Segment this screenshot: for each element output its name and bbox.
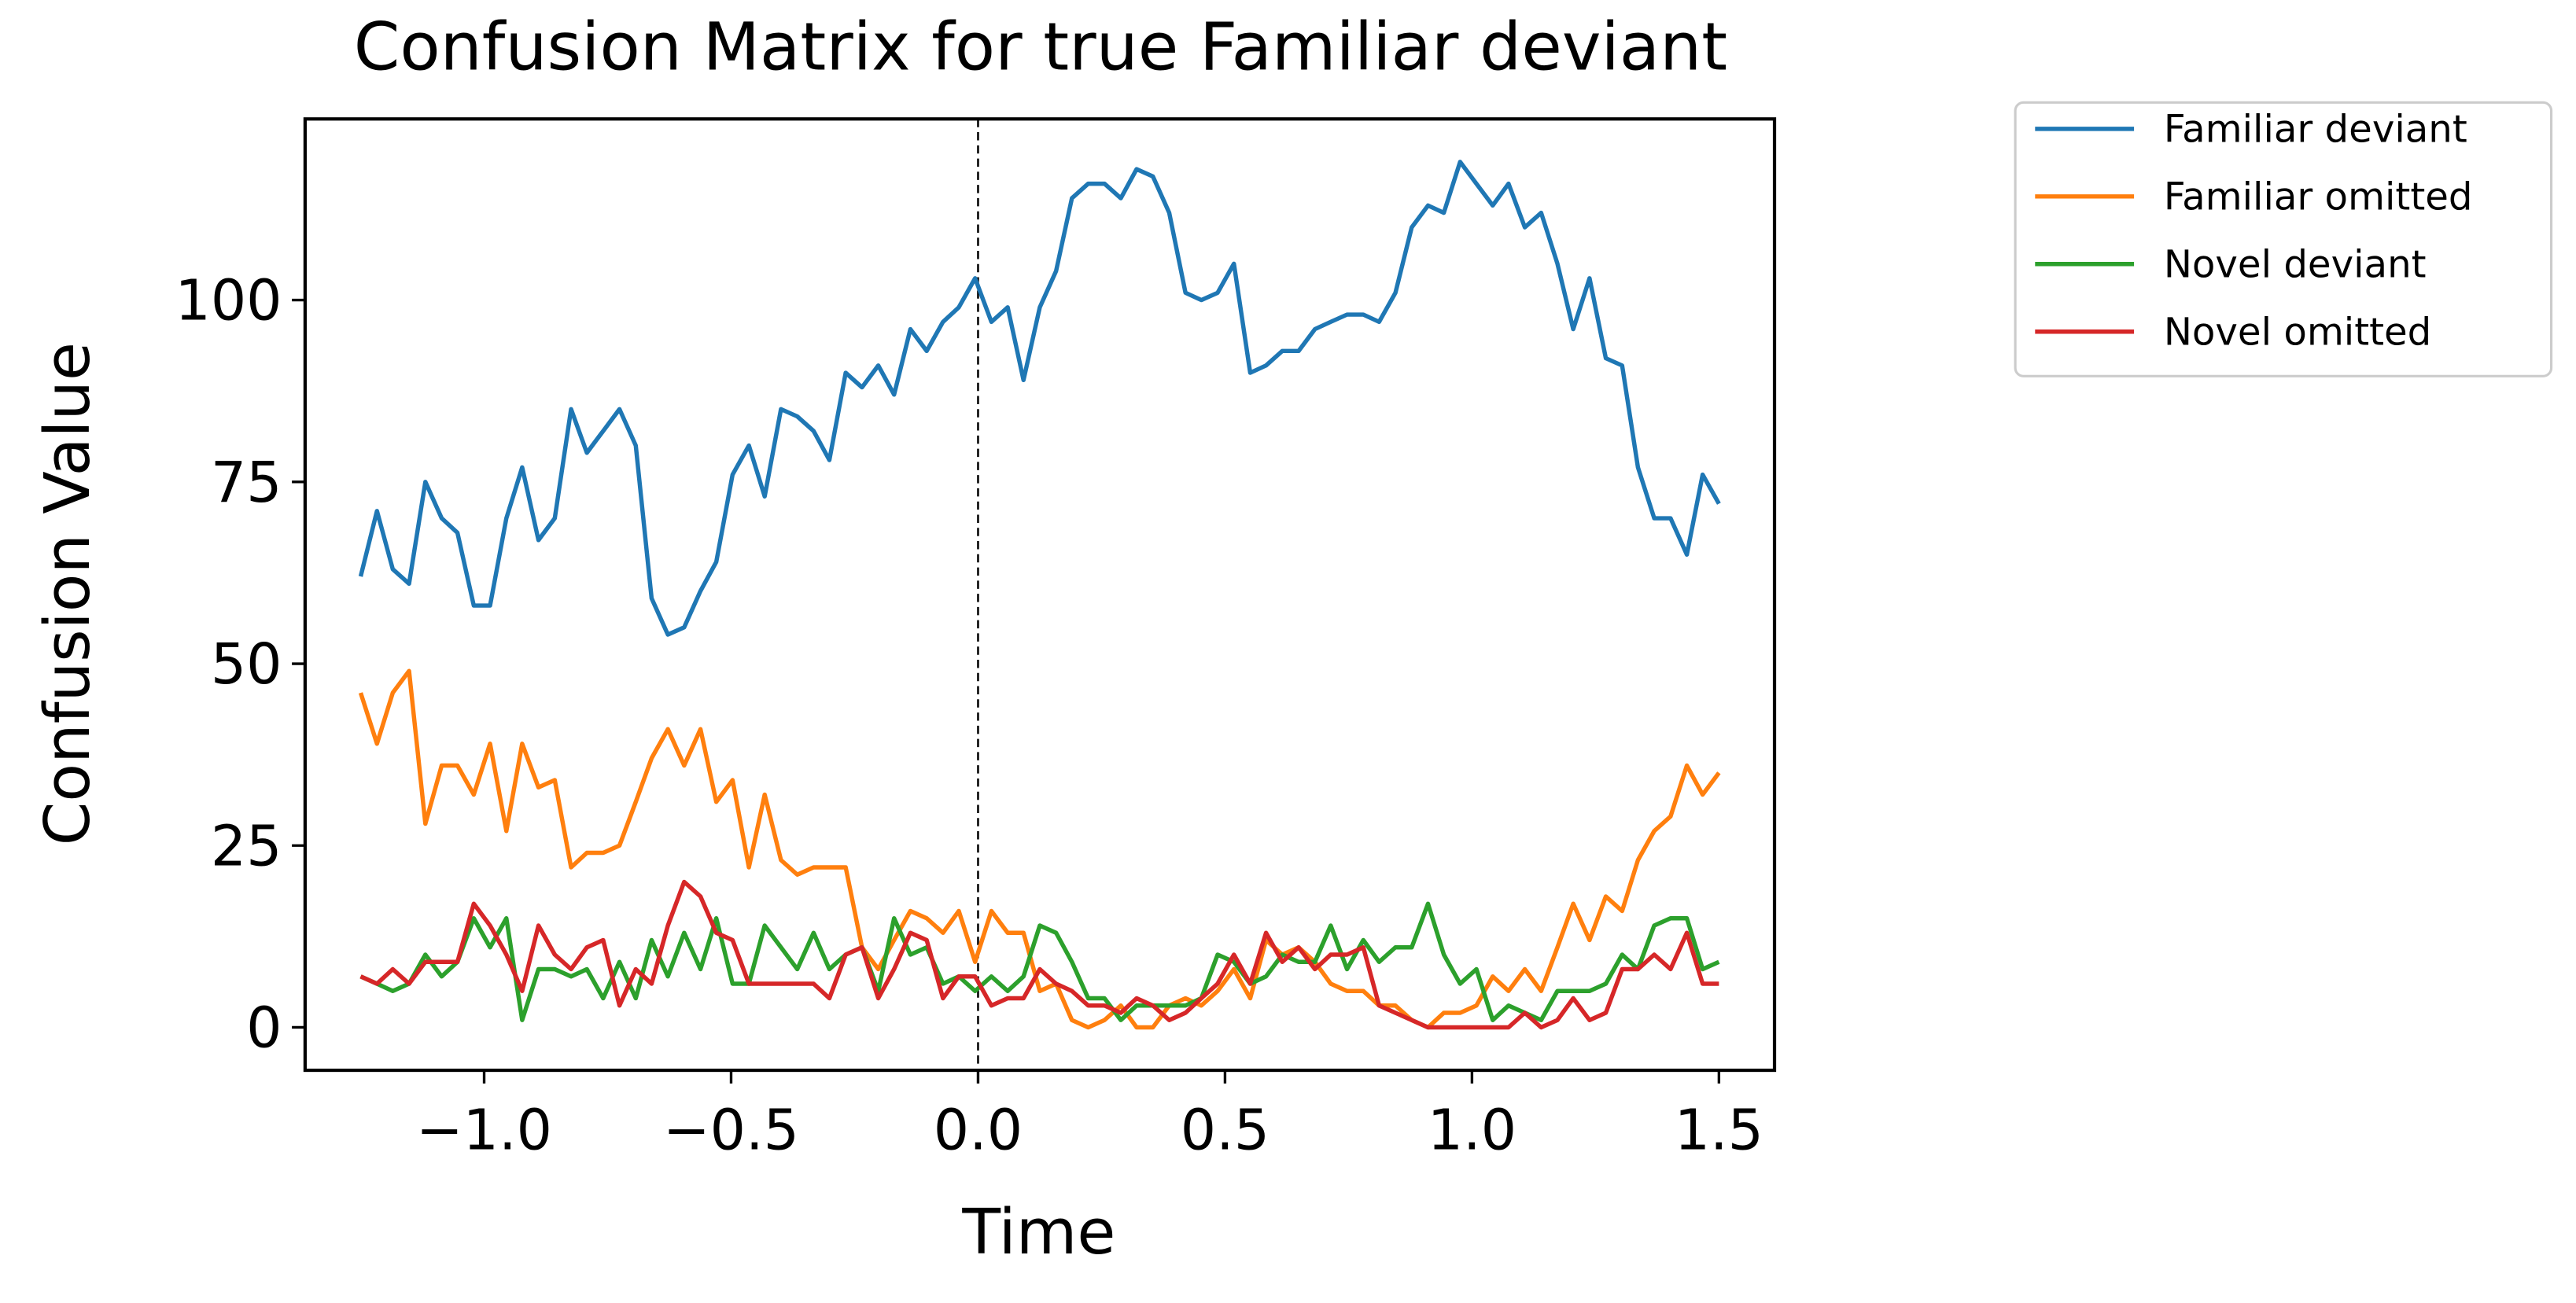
y-tick-label: 0 (246, 996, 282, 1061)
legend-label: Novel deviant (2164, 243, 2427, 287)
y-tick-label: 100 (175, 268, 282, 333)
chart-title: Confusion Matrix for true Familiar devia… (354, 8, 1727, 85)
legend-label: Familiar deviant (2164, 108, 2467, 152)
series-line (359, 901, 1720, 1022)
y-tick-label: 75 (211, 450, 282, 515)
x-tick-label: −0.5 (663, 1098, 799, 1163)
series-line (359, 879, 1719, 1030)
y-tick-label: 25 (211, 813, 282, 878)
series-line (358, 160, 1721, 637)
series-line (358, 668, 1721, 1030)
legend-label: Novel omitted (2164, 311, 2431, 355)
x-tick-label: 0.0 (934, 1098, 1023, 1163)
x-tick-label: 1.0 (1428, 1098, 1516, 1163)
y-axis-label: Confusion Value (31, 342, 104, 845)
x-tick-label: 0.5 (1181, 1098, 1270, 1163)
x-tick-label: 1.5 (1675, 1098, 1763, 1163)
x-axis-label: Time (961, 1195, 1115, 1268)
x-tick-label: −1.0 (416, 1098, 552, 1163)
y-tick-label: 50 (211, 631, 282, 697)
legend-label: Familiar omitted (2164, 175, 2473, 219)
legend-box (2014, 101, 2553, 377)
plot-frame (303, 117, 1777, 1073)
